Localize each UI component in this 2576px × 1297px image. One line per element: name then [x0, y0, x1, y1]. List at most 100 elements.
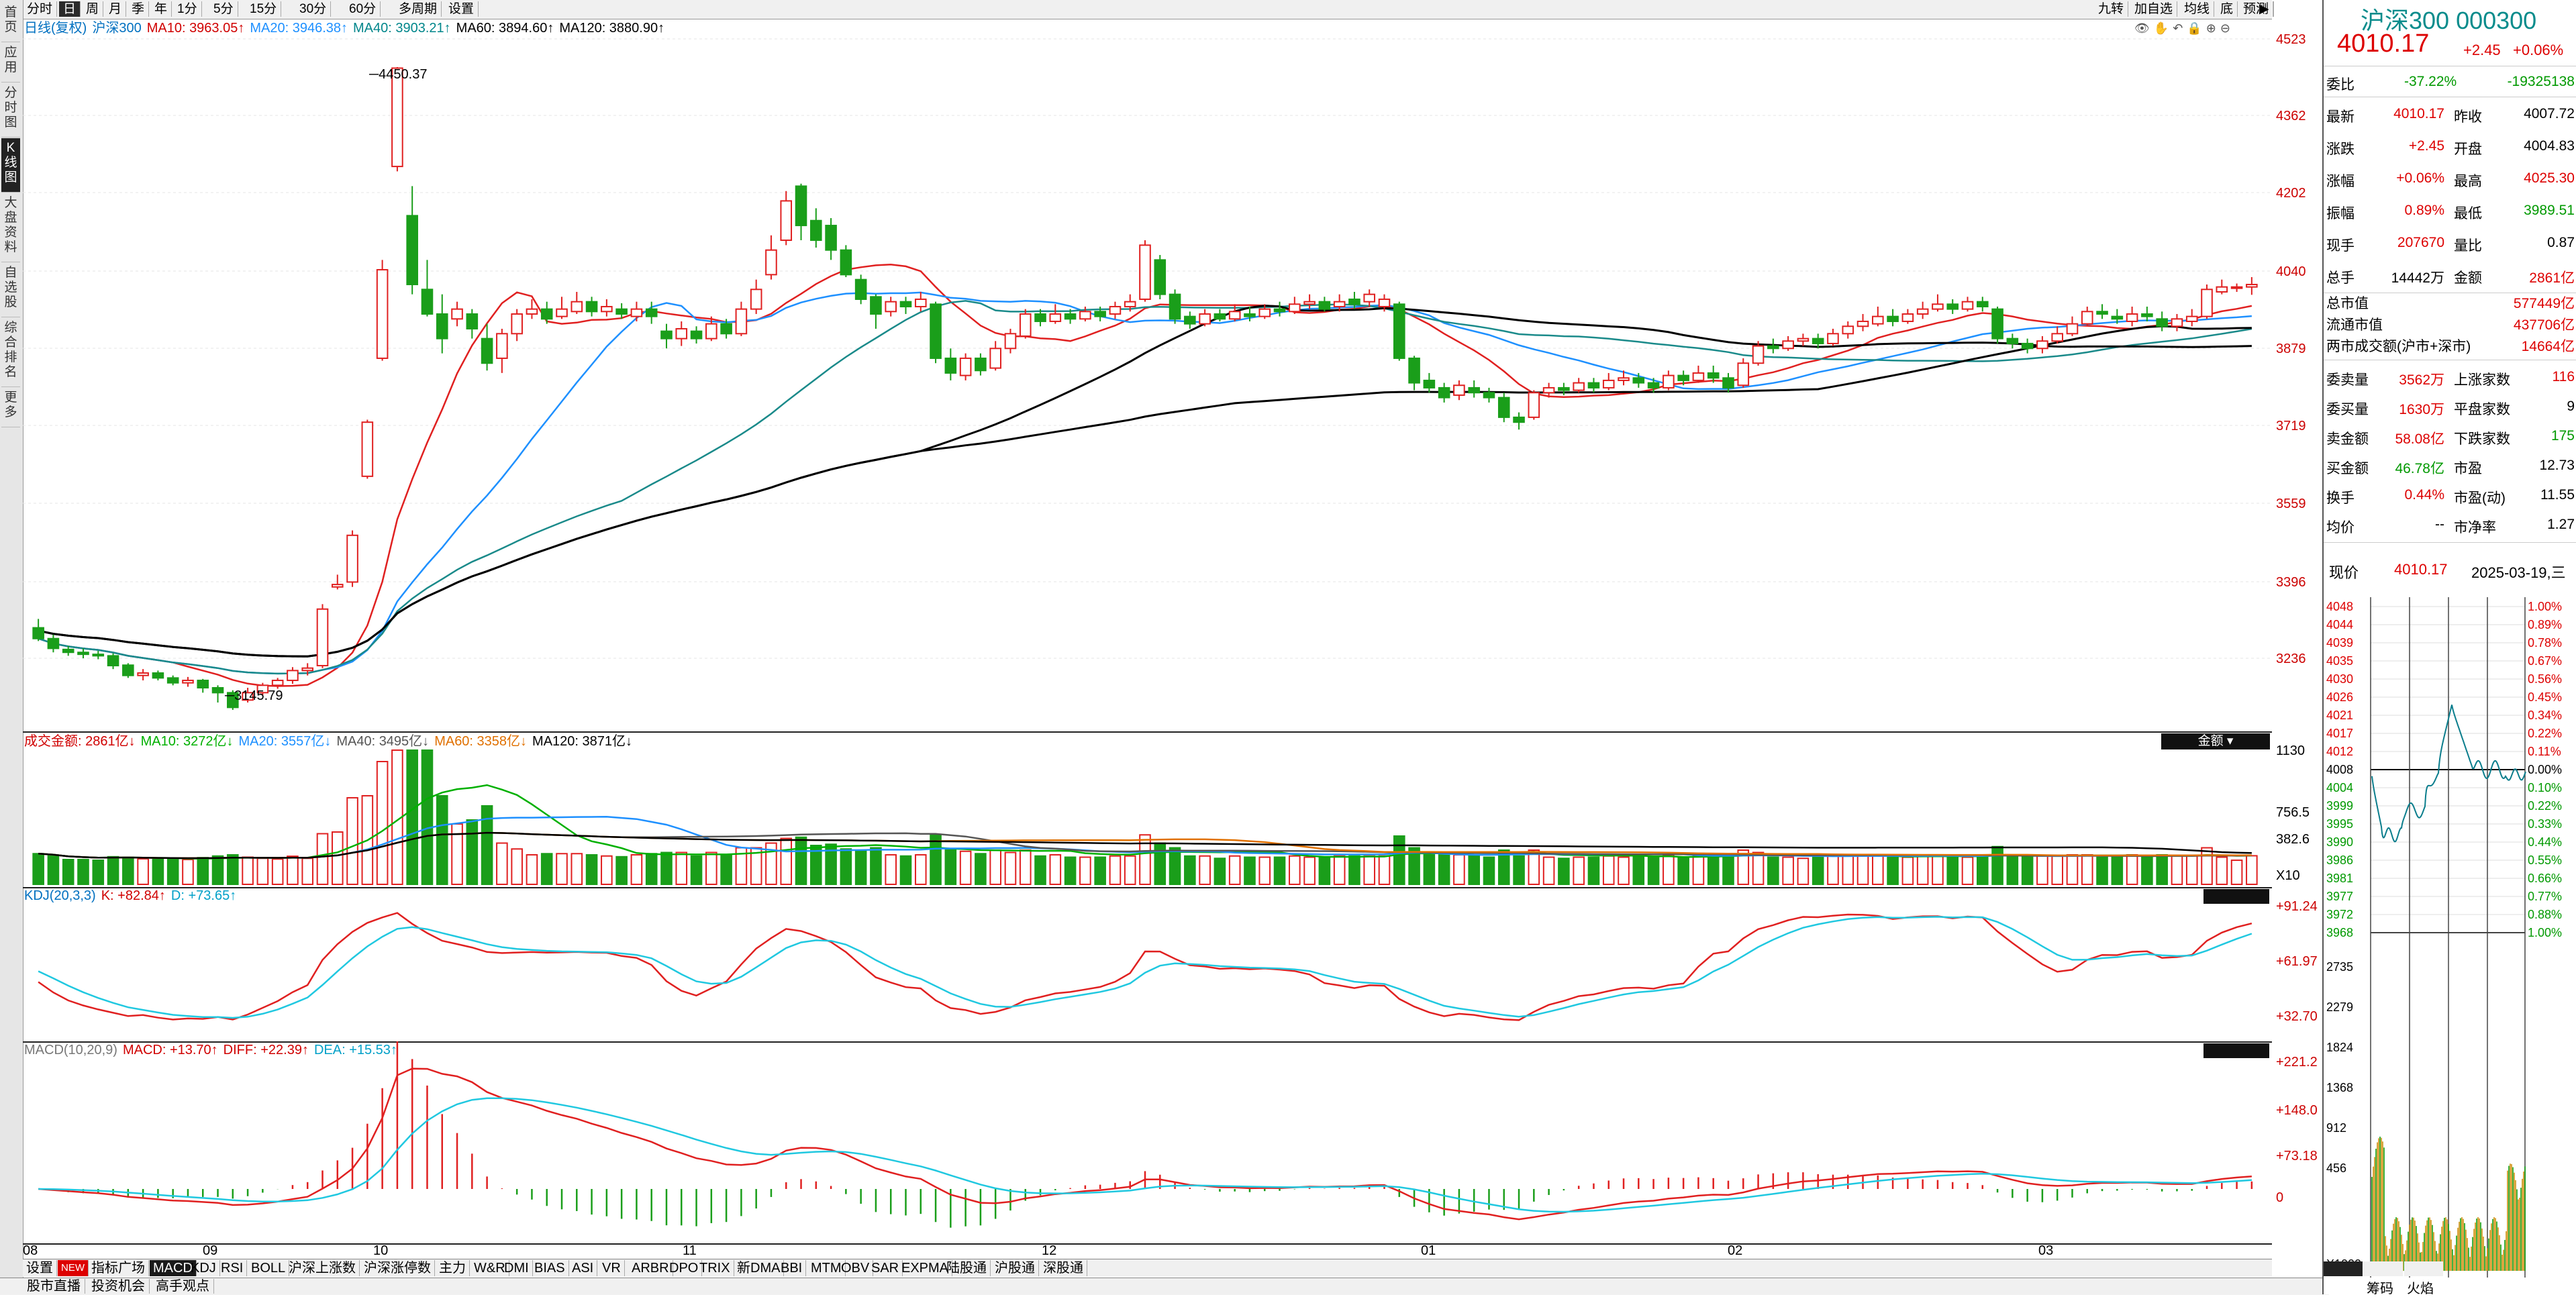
weibi-row: 委比 -37.22% -19325138: [2326, 74, 2575, 93]
toolbar-btn-8[interactable]: 15分: [246, 1, 282, 17]
indicator-tab-14[interactable]: VR: [599, 1260, 625, 1276]
toolbar-btn-3[interactable]: 月: [105, 1, 127, 17]
toolbar-btn-11[interactable]: 多周期: [395, 1, 442, 17]
indicator-tab-20[interactable]: MTM: [807, 1260, 846, 1276]
candle: [1887, 315, 1899, 322]
kdj-indicator-header: KDJ(20,3,3) K: +82.84↑ D: +73.65↑: [24, 887, 242, 904]
mini-tab-0[interactable]: 分时: [2326, 1282, 2353, 1296]
eye-icon[interactable]: 👁: [2134, 21, 2154, 35]
toolbar-btn-10[interactable]: 60分: [345, 1, 381, 17]
volume-bar: [1991, 845, 2003, 885]
indicator-tab-26[interactable]: 深股通: [1040, 1260, 1087, 1276]
forward-arrow-icon[interactable]: ▶: [2255, 1, 2274, 17]
volume-bar: [630, 854, 643, 885]
indicator-tab-10[interactable]: W&R: [470, 1260, 509, 1276]
indicator-tab-24[interactable]: 陆股通: [943, 1260, 991, 1276]
indicator-tab-22[interactable]: SAR: [868, 1260, 903, 1276]
sidebar-item-3[interactable]: K线图: [1, 138, 20, 193]
toolbar-right-4[interactable]: 预测: [2239, 1, 2274, 17]
indicator-tab-0[interactable]: 设置: [23, 1260, 57, 1276]
volume-bar: [1154, 842, 1167, 885]
volume-tag[interactable]: 金额 ▾: [2161, 733, 2270, 749]
indicator-tab-2[interactable]: 指标广场: [88, 1260, 149, 1276]
bottom-strip-1[interactable]: 投资机会: [87, 1279, 150, 1294]
sidebar-item-1[interactable]: 应用: [1, 43, 20, 83]
indicator-tab-21[interactable]: OBV: [838, 1260, 874, 1276]
kdj-chart[interactable]: [23, 887, 2272, 1041]
toolbar-btn-6[interactable]: 1分: [173, 1, 202, 17]
toolbar-btn-5[interactable]: 年: [150, 1, 172, 17]
zoom-in-icon[interactable]: ⊕: [2206, 21, 2220, 35]
mini-tab-bg[interactable]: [2324, 1261, 2363, 1276]
indicator-tab-23[interactable]: EXPMA: [898, 1260, 953, 1276]
bottom-strip-2[interactable]: 高手观点: [152, 1279, 214, 1294]
indicator-tab-8[interactable]: 沪深涨停数: [360, 1260, 435, 1276]
volume-chart[interactable]: [23, 731, 2272, 887]
toolbar-right-0[interactable]: 九转: [2094, 1, 2129, 17]
toolbar-right-1[interactable]: 加自选: [2130, 1, 2178, 17]
indicator-tab-15[interactable]: ARBR: [628, 1260, 673, 1276]
mini-tab-1[interactable]: 筹码: [2367, 1282, 2393, 1296]
sidebar-item-6[interactable]: 综合排名: [1, 318, 20, 387]
volume-bar: [526, 854, 538, 885]
volume-bar: [1258, 856, 1271, 885]
indicator-tab-9[interactable]: 主力: [436, 1260, 470, 1276]
macd-pane-button[interactable]: [2203, 1043, 2269, 1058]
indicator-tab-25[interactable]: 沪股通: [991, 1260, 1039, 1276]
indicator-tab-11[interactable]: DMI: [501, 1260, 533, 1276]
candle: [316, 608, 329, 667]
indicator-tab-18[interactable]: 新DMA: [734, 1260, 785, 1276]
candlestick-chart[interactable]: [23, 19, 2272, 731]
volume-bar: [2216, 856, 2228, 885]
mini-tab-bg[interactable]: [2404, 1261, 2443, 1276]
toolbar-right-3[interactable]: 底: [2216, 1, 2238, 17]
mini-pct-tick: 0.00%: [2528, 763, 2562, 776]
undo-icon[interactable]: ↶: [2173, 21, 2187, 35]
sidebar-item-0[interactable]: 首页: [1, 3, 20, 42]
sidebar-item-2[interactable]: 分时图: [1, 83, 20, 138]
sidebar-item-4[interactable]: 大盘资料: [1, 193, 20, 262]
market-value: 437706亿: [2513, 317, 2575, 333]
indicator-tab-7[interactable]: 沪深上涨数: [285, 1260, 360, 1276]
macd-chart[interactable]: [23, 1041, 2272, 1243]
toolbar-btn-4[interactable]: 季: [128, 1, 150, 17]
candle: [2126, 313, 2138, 322]
candle: [885, 301, 897, 313]
toolbar-btn-2[interactable]: 周: [82, 1, 104, 17]
macd-indicator-header: MACD(10,20,9) MACD: +13.70↑ DIFF: +22.39↑ D…: [24, 1041, 403, 1059]
mini-tab-2[interactable]: 火焰: [2407, 1282, 2434, 1296]
kdj-pane-button[interactable]: [2203, 889, 2269, 904]
indicator-tab-6[interactable]: BOLL: [248, 1260, 290, 1276]
indicator-tab-1[interactable]: NEW: [58, 1260, 89, 1276]
zoom-out-icon[interactable]: ⊖: [2220, 21, 2234, 35]
sidebar-item-5[interactable]: 自选股: [1, 263, 20, 317]
toolbar-btn-7[interactable]: 5分: [209, 1, 238, 17]
price-change-pct: +0.06%: [2513, 42, 2564, 58]
volume-bar: [62, 859, 75, 885]
sidebar-item-7[interactable]: 更多: [1, 388, 20, 427]
indicator-tab-4[interactable]: KDJ: [187, 1260, 220, 1276]
volume-bar: [765, 842, 777, 885]
volume-bar: [810, 845, 822, 885]
toolbar-btn-1[interactable]: 日: [59, 1, 81, 17]
toolbar-right-2[interactable]: 均线: [2180, 1, 2215, 17]
toolbar-btn-12[interactable]: 设置: [444, 1, 479, 17]
hand-icon[interactable]: ✋: [2153, 21, 2173, 35]
indicator-tab-16[interactable]: DPO: [666, 1260, 703, 1276]
volume-bar: [376, 761, 389, 885]
mini-intraday-chart[interactable]: 4048 1.00% 4044 0.89% 4039 0.78% 4035 0.67% 4030…: [2324, 597, 2576, 1278]
toolbar-btn-0[interactable]: 分时: [23, 1, 58, 17]
volume-bar: [1289, 855, 1301, 885]
toolbar-btn-9[interactable]: 30分: [295, 1, 332, 17]
lock-icon[interactable]: 🔒: [2187, 21, 2206, 35]
mini-pct-tick: 0.34%: [2528, 709, 2562, 722]
indicator-tab-19[interactable]: BBI: [777, 1260, 807, 1276]
bottom-strip-0[interactable]: 股市直播: [23, 1279, 85, 1294]
volume-bar: [1976, 856, 1989, 885]
indicator-tab-17[interactable]: TRIX: [696, 1260, 734, 1276]
indicator-tab-12[interactable]: BIAS: [531, 1260, 569, 1276]
indicator-tab-13[interactable]: ASI: [568, 1260, 598, 1276]
indicator-tab-5[interactable]: RSI: [217, 1260, 248, 1276]
mini-tab-bg[interactable]: [2364, 1261, 2403, 1276]
indicator-tab-3[interactable]: MACD: [150, 1260, 197, 1276]
